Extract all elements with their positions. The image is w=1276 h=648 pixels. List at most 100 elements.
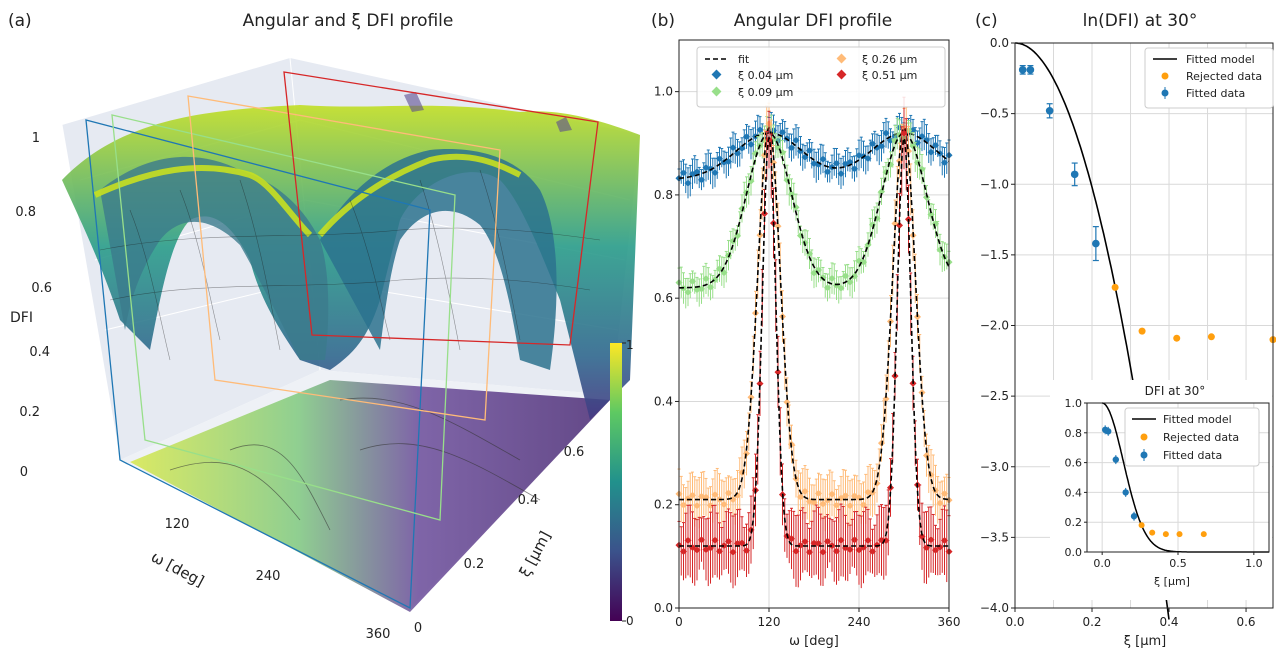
panel-c: (c) ln(DFI) at 30° 0.0 0.2 0.4 0.6 0.0 −0.5 −… [975,11,1276,648]
legend-fitted-model: Fitted model [1186,53,1255,66]
xi-tick-label: 0.2 [464,557,485,572]
y-tick-label: 0.2 [1065,516,1083,529]
inset-legend-fitted-data: Fitted data [1163,449,1222,462]
y-tick-label: −3.0 [980,460,1009,474]
y-tick-label: 0.6 [654,291,673,305]
rejected-point [1138,327,1146,335]
rejected-point [1138,522,1145,529]
fitted-point [1026,66,1035,74]
fitted-point [1105,428,1112,435]
y-tick-label: 1.0 [654,85,673,99]
xi-tick-label: 0 [414,621,422,636]
rejected-point [1162,531,1169,538]
z-tick-label: 0.4 [29,345,50,360]
data-point [895,221,904,229]
x-tick-label: 0.5 [1169,557,1187,570]
legend-xi-004: ξ 0.04 µm [738,69,793,82]
x-tick-label: 0.0 [1005,615,1024,629]
xi-tick-label: 0.6 [564,445,585,460]
slice-frame-2 [187,95,501,421]
y-tick-label: 0.4 [1065,486,1083,499]
panel-b-y-tick-labels: 0.0 0.2 0.4 0.6 0.8 1.0 [654,85,679,615]
y-tick-label: −1.0 [980,177,1009,191]
panel-a-title: Angular and ξ DFI profile [243,11,454,31]
omega-tick-label: 120 [165,517,190,532]
legend-xi-026: ξ 0.26 µm [862,53,917,66]
fit-line [679,132,950,289]
z-tick-label: 0 [20,465,28,480]
panel-a-letter: (a) [8,11,32,31]
colorbar-gradient [610,343,622,621]
omega-tick-label: 360 [366,627,391,642]
x-tick-label: 0.4 [1159,615,1178,629]
y-tick-label: 0.8 [654,188,673,202]
legend-fit: fit [738,53,750,66]
data-point [783,398,791,406]
colorbar: 1 0 [610,338,634,628]
z-tick-labels: 0 0.2 0.4 0.6 0.8 1 [15,131,52,480]
panel-c-legend: Fitted model Rejected data Fitted data [1144,47,1274,109]
fitted-point [1130,513,1138,520]
y-tick-label: −0.5 [980,107,1009,121]
panel-b-title: Angular DFI profile [734,11,893,31]
fitted-point [1018,66,1027,74]
y-tick-label: −2.0 [980,319,1009,333]
fitted-point [1045,107,1054,115]
panel-b-frame [678,39,950,609]
x-tick-label: 0 [675,615,683,629]
legend-rejected-data: Rejected data [1186,70,1262,83]
data-point [756,231,764,239]
data-point [774,368,782,376]
panel-c-title: ln(DFI) at 30° [1083,11,1198,31]
x-tick-label: 0.0 [1093,557,1111,570]
y-tick-label: −3.5 [980,530,1009,544]
y-tick-label: 0.6 [1065,457,1083,470]
x-tick-label: 120 [758,615,781,629]
fit-line [679,135,949,547]
rejected-point [1200,531,1207,538]
z-tick-label: 0.2 [19,405,40,420]
panel-c-letter: (c) [975,11,998,31]
fitted-point [1112,456,1120,463]
xi-axis-label: ξ [µm] [516,528,555,580]
data-point [756,380,764,388]
panel-c-y-tick-labels: 0.0 −0.5 −1.0 −1.5 −2.0 −2.5 −3.0 −3.5 −4.0 [980,36,1015,615]
y-tick-label: 0.2 [654,498,673,512]
omega-tick-label: 240 [256,569,281,584]
data-point [747,393,755,401]
rejected-point [1207,333,1215,341]
inset-legend-fitted-model: Fitted model [1163,413,1232,426]
floor-projection [130,380,610,612]
y-tick-label: 1.0 [1065,397,1083,410]
fitted-point [1070,170,1079,179]
x-tick-label: 240 [848,615,871,629]
fitted-point [1122,489,1129,496]
colorbar-bottom-label: 0 [626,614,634,628]
y-tick-label: 0.0 [654,601,673,615]
panel-b-x-tick-labels: 0 120 240 360 [675,608,960,629]
xi-tick-label: 0.4 [518,493,539,508]
z-tick-label: 0.6 [31,281,52,296]
y-tick-label: −1.5 [980,248,1009,262]
y-tick-label: 0.8 [1065,427,1083,440]
inset-legend: Fitted model Rejected data Fitted data [1124,407,1260,467]
y-tick-label: 0.0 [1065,546,1083,559]
legend-xi-009: ξ 0.09 µm [738,86,793,99]
x-tick-label: 0.2 [1082,615,1101,629]
inset-legend-rejected-data: Rejected data [1163,431,1239,444]
y-tick-label: 0.0 [990,36,1009,50]
legend-fitted-data: Fitted data [1186,87,1245,100]
inset-x-tick-labels: 0.0 0.5 1.0 [1093,552,1263,570]
xi-tick-labels: 0 0.2 0.4 0.6 [414,445,584,636]
panel-b-letter: (b) [651,11,675,31]
colorbar-top-label: 1 [626,338,634,352]
z-tick-label: 0.8 [15,205,36,220]
y-tick-label: −2.5 [980,389,1009,403]
fit-line [679,126,949,501]
z-axis-label: DFI [10,310,33,326]
inset: DFI at 30° 0.0 0.5 1.0 0.00.20.40.60.81.0 … [1050,380,1272,600]
omega-tick-labels: 120 240 360 [165,517,391,642]
rejected-point [1176,531,1183,538]
inset-y-tick-labels: 0.0 0.2 0.4 0.6 0.8 1.0 [1065,397,1087,559]
